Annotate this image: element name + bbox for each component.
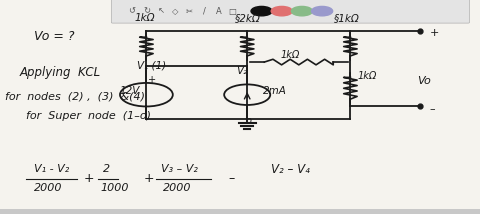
Text: for  nodes  (2) ,  (3)  &(4): for nodes (2) , (3) &(4) xyxy=(5,91,145,101)
Text: 1kΩ: 1kΩ xyxy=(281,50,300,59)
Text: §2kΩ: §2kΩ xyxy=(235,13,261,23)
Text: □: □ xyxy=(228,7,236,16)
Text: Vo = ?: Vo = ? xyxy=(34,30,74,43)
Text: ◇: ◇ xyxy=(172,7,179,16)
Text: 1kΩ: 1kΩ xyxy=(134,13,155,23)
Text: 12V: 12V xyxy=(120,86,140,96)
Circle shape xyxy=(312,6,333,16)
Text: 1kΩ: 1kΩ xyxy=(358,71,377,81)
Text: Vo: Vo xyxy=(418,76,432,86)
Text: 2: 2 xyxy=(103,164,110,174)
Text: ↺: ↺ xyxy=(129,7,135,16)
Text: o: o xyxy=(246,116,252,126)
Text: ↻: ↻ xyxy=(143,7,150,16)
Text: 1000: 1000 xyxy=(101,183,129,193)
Text: A: A xyxy=(216,7,221,16)
Circle shape xyxy=(271,6,292,16)
Text: 2000: 2000 xyxy=(34,183,62,193)
Text: V₁ - V₂: V₁ - V₂ xyxy=(34,164,69,174)
Text: ↖: ↖ xyxy=(158,7,165,16)
Text: for  Super  node  (1–o): for Super node (1–o) xyxy=(26,111,151,120)
Text: –: – xyxy=(228,172,234,185)
FancyBboxPatch shape xyxy=(111,0,469,23)
Text: ✂: ✂ xyxy=(186,7,193,16)
Text: Applying  KCL: Applying KCL xyxy=(19,66,100,79)
Text: /: / xyxy=(203,7,205,16)
Text: +: + xyxy=(148,75,156,85)
Text: §1kΩ: §1kΩ xyxy=(334,13,360,23)
Text: V₂: V₂ xyxy=(237,66,248,76)
Bar xyxy=(0,209,480,214)
Text: V₁ (1): V₁ (1) xyxy=(137,60,166,70)
Circle shape xyxy=(251,6,272,16)
Text: +: + xyxy=(144,172,155,185)
Text: +: + xyxy=(430,28,439,38)
Text: V₃ – V₂: V₃ – V₂ xyxy=(161,164,198,174)
Circle shape xyxy=(291,6,312,16)
Text: –: – xyxy=(430,105,435,114)
Text: +: + xyxy=(84,172,95,185)
Text: 2000: 2000 xyxy=(163,183,192,193)
Text: 2mA: 2mA xyxy=(263,86,287,96)
Text: V₂ – V₄: V₂ – V₄ xyxy=(271,163,310,175)
